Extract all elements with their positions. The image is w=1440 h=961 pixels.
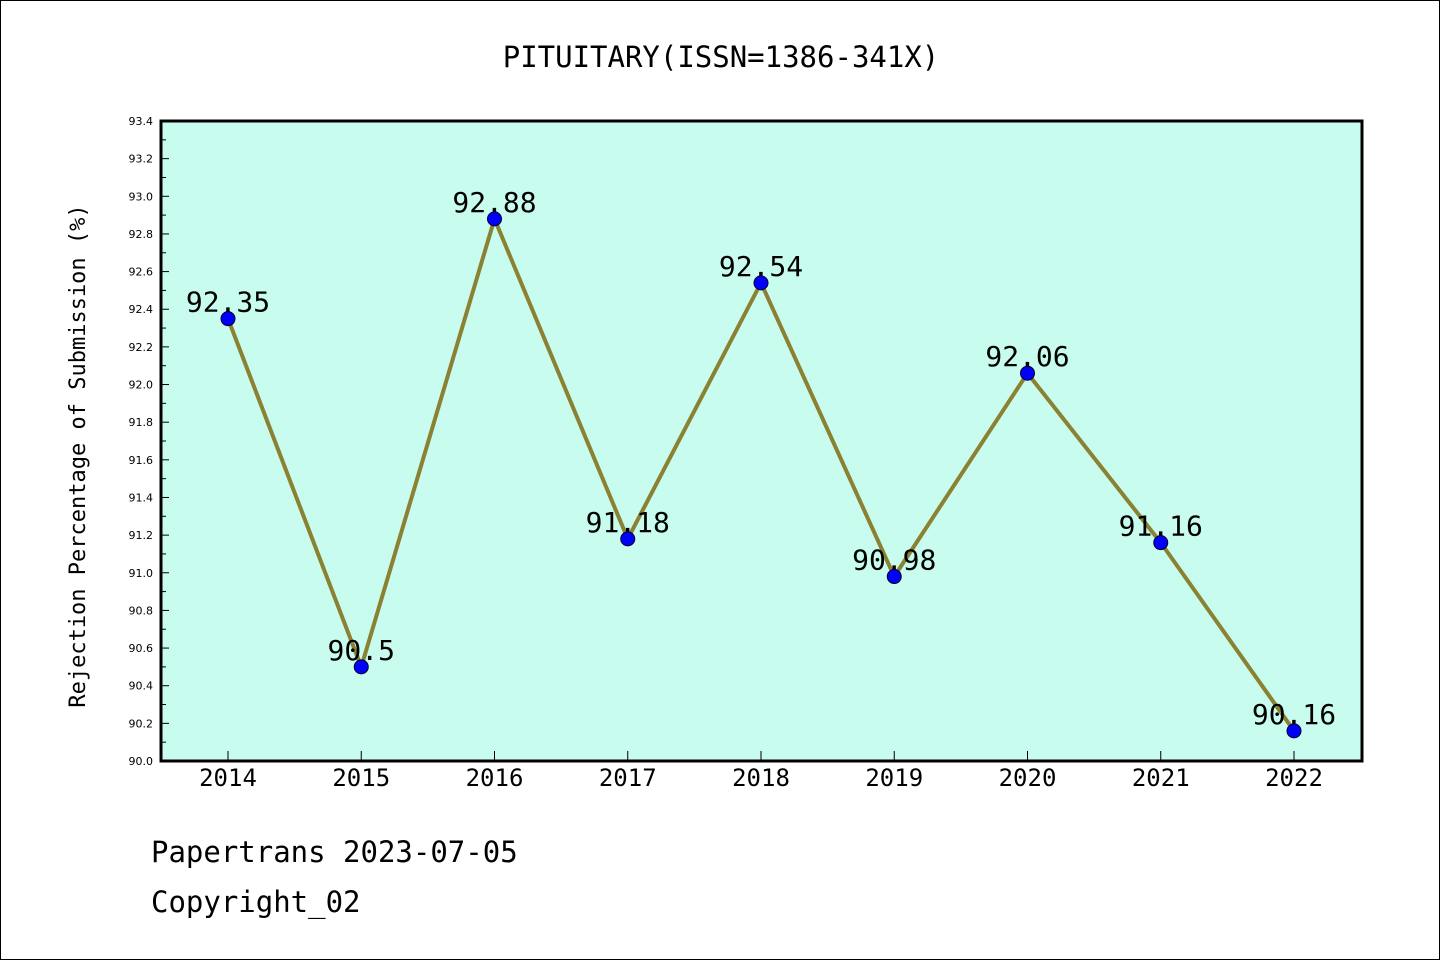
data-point <box>1020 365 1035 381</box>
data-label: 92.54 <box>719 250 803 283</box>
y-tick-label: 90.2 <box>129 717 154 730</box>
data-label: 90.98 <box>852 544 936 577</box>
series-segment <box>1025 371 1163 545</box>
data-point <box>620 531 636 547</box>
y-tick-label: 91.2 <box>129 529 154 542</box>
y-tick-label: 92.2 <box>129 341 154 354</box>
data-label: 92.35 <box>186 286 270 319</box>
y-tick-label: 91.0 <box>129 567 154 580</box>
data-label: 91.18 <box>586 506 670 539</box>
x-tick-label: 2021 <box>1132 764 1190 792</box>
y-tick-label: 93.2 <box>129 153 154 166</box>
plot-area <box>159 119 1364 763</box>
y-tick-label: 92.0 <box>129 379 154 392</box>
data-point <box>353 659 369 675</box>
data-labels: 92.35 90.5 92.88 91.18 92.54 90.98 92.06 91.16 9… <box>186 186 1336 731</box>
x-tick-label: 2019 <box>865 764 923 792</box>
data-point <box>1153 535 1169 551</box>
y-tick-label: 92.8 <box>129 228 154 241</box>
series-line <box>226 216 1296 733</box>
data-markers <box>220 211 1302 739</box>
y-tick-label: 91.6 <box>129 454 154 467</box>
footer-credit: Papertrans 2023-07-05 <box>151 835 518 869</box>
footer-copyright: Copyright_02 <box>151 885 361 919</box>
y-tick-label: 90.8 <box>129 604 154 617</box>
y-tick-label: 91.4 <box>129 491 154 504</box>
data-label: 92.06 <box>985 340 1069 373</box>
y-tick-label: 90.6 <box>129 642 154 655</box>
y-tick-label: 92.6 <box>129 266 154 279</box>
series-segment <box>625 280 763 541</box>
x-tick-label: 2015 <box>332 764 390 792</box>
data-point <box>1286 723 1302 739</box>
x-tick-label: 2017 <box>599 764 657 792</box>
y-tick-label: 91.8 <box>129 416 154 429</box>
data-point <box>220 311 236 327</box>
data-point <box>886 569 902 585</box>
x-tick-label: 2018 <box>732 764 790 792</box>
y-axis: 90.0 90.2 90.4 90.6 90.8 91.0 91.2 91.4 91.6 91.8… <box>129 115 169 768</box>
y-tick-label: 93.0 <box>129 190 154 203</box>
x-tick-label: 2022 <box>1265 764 1323 792</box>
y-tick-label: 92.4 <box>129 303 154 316</box>
y-tick-label: 90.4 <box>129 680 154 693</box>
series-segment <box>359 216 497 669</box>
data-label: 90.5 <box>328 634 395 667</box>
series-segment <box>892 371 1030 579</box>
data-label: 90.16 <box>1252 698 1336 731</box>
y-tick-label: 90.0 <box>129 755 154 768</box>
x-tick-label: 2016 <box>466 764 524 792</box>
series-segment <box>492 216 630 541</box>
data-label: 92.88 <box>452 186 536 219</box>
y-tick-label: 93.4 <box>129 115 154 128</box>
y-axis-title: Rejection Percentage of Submission (%) <box>66 204 91 707</box>
x-axis: 2014 2015 2016 2017 2018 2019 2020 2021 2022 <box>199 751 1323 792</box>
series-segment <box>759 280 897 579</box>
series-segment <box>226 316 364 669</box>
chart-title: PITUITARY(ISSN=1386-341X) <box>503 40 940 74</box>
series-segment <box>1158 540 1296 733</box>
x-tick-label: 2014 <box>199 764 257 792</box>
data-point <box>753 275 769 291</box>
x-tick-label: 2020 <box>999 764 1057 792</box>
data-label: 91.16 <box>1119 510 1203 543</box>
data-point <box>487 211 502 227</box>
